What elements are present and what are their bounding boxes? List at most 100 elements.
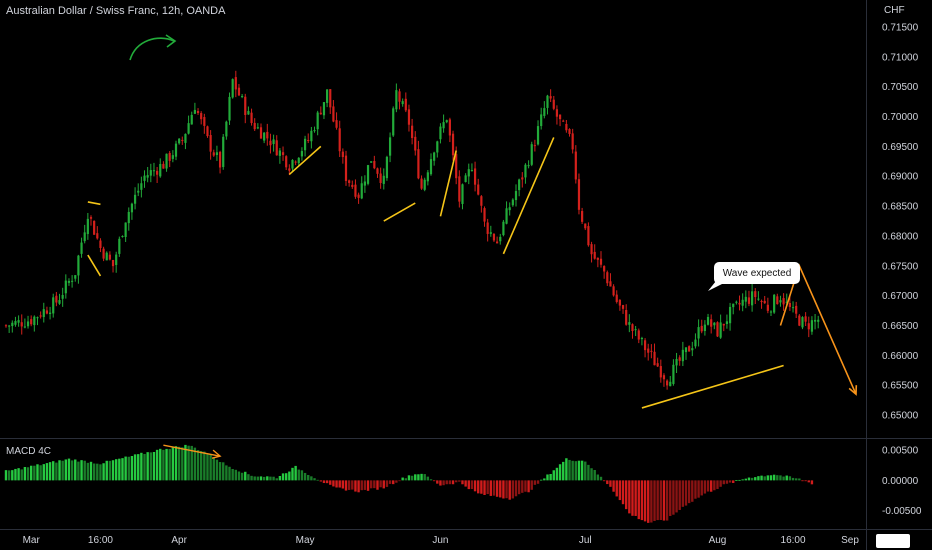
macd-bar bbox=[499, 480, 502, 498]
macd-bar bbox=[39, 465, 42, 481]
candle-body bbox=[11, 322, 14, 327]
candle-body bbox=[363, 181, 366, 186]
candle-body bbox=[732, 303, 735, 308]
candle-body bbox=[609, 281, 612, 287]
candle-body bbox=[647, 348, 650, 353]
candle-body bbox=[316, 112, 319, 130]
candle-body bbox=[634, 329, 637, 331]
macd-bar bbox=[640, 480, 644, 521]
candle-body bbox=[650, 350, 653, 352]
candle-body bbox=[143, 175, 146, 181]
candle-body bbox=[303, 138, 307, 151]
candle-body bbox=[187, 123, 190, 134]
macd-bar bbox=[429, 479, 433, 481]
macd-bar bbox=[788, 476, 792, 481]
macd-bar bbox=[593, 469, 596, 481]
candle-body bbox=[58, 300, 61, 304]
candle-body bbox=[599, 258, 603, 265]
macd-bar bbox=[618, 480, 622, 501]
macd-bar bbox=[624, 480, 628, 510]
macd-bar bbox=[779, 475, 782, 481]
macd-bar bbox=[155, 449, 159, 481]
macd-bar bbox=[555, 467, 559, 481]
macd-bar bbox=[196, 450, 200, 481]
macd-bar bbox=[766, 475, 770, 481]
candle-body bbox=[67, 280, 71, 283]
candle-body bbox=[763, 300, 766, 304]
candle-body bbox=[417, 149, 420, 179]
candle-body bbox=[392, 108, 395, 136]
candle-body bbox=[782, 298, 785, 305]
macd-bar bbox=[754, 477, 757, 481]
candle-body bbox=[256, 127, 259, 129]
macd-bar bbox=[70, 460, 74, 481]
candle-body bbox=[388, 137, 392, 156]
candle-body bbox=[590, 244, 593, 255]
macd-bar bbox=[401, 477, 404, 481]
trendline bbox=[288, 145, 322, 176]
macd-bar bbox=[502, 480, 505, 499]
candle-body bbox=[193, 109, 196, 114]
macd-bar bbox=[237, 471, 241, 481]
candle-body bbox=[455, 154, 458, 179]
candle-body bbox=[801, 317, 804, 328]
macd-bar bbox=[42, 464, 45, 481]
candle-body bbox=[420, 178, 423, 189]
candle-body bbox=[766, 304, 769, 311]
trendline bbox=[383, 202, 416, 222]
candle-body bbox=[628, 322, 631, 325]
macd-bar bbox=[376, 480, 379, 490]
macd-bar bbox=[464, 480, 467, 487]
macd-bar bbox=[291, 467, 294, 481]
macd-bar bbox=[750, 477, 754, 481]
macd-bar bbox=[234, 469, 238, 481]
macd-bar bbox=[99, 464, 102, 481]
macd-bar bbox=[785, 475, 788, 481]
macd-bar bbox=[530, 480, 533, 490]
candle-body bbox=[366, 165, 370, 184]
macd-bar bbox=[442, 480, 445, 486]
macd-bar bbox=[558, 464, 562, 481]
candle-body bbox=[206, 126, 209, 137]
candle-body bbox=[773, 294, 776, 313]
macd-bar bbox=[275, 478, 278, 481]
currency-label: CHF bbox=[884, 5, 905, 16]
macd-bar bbox=[385, 480, 389, 487]
candle-body bbox=[672, 364, 675, 384]
macd-bar bbox=[262, 476, 266, 481]
candle-body bbox=[549, 96, 552, 99]
candle-body bbox=[360, 183, 363, 199]
macd-bar bbox=[269, 476, 272, 481]
macd-bar bbox=[187, 445, 190, 481]
candle-body bbox=[527, 165, 530, 167]
candle-body bbox=[423, 179, 426, 190]
candle-body bbox=[703, 324, 706, 332]
macd-bar bbox=[565, 458, 568, 481]
macd-bar bbox=[363, 480, 367, 490]
price-tick-label: 0.69500 bbox=[882, 142, 919, 153]
macd-bar bbox=[133, 454, 137, 481]
macd-bar bbox=[310, 476, 313, 481]
macd-bar bbox=[162, 449, 165, 481]
candle-body bbox=[250, 112, 253, 124]
macd-bar bbox=[713, 480, 716, 491]
candle-body bbox=[461, 184, 464, 204]
candle-body bbox=[776, 296, 779, 305]
macd-bar bbox=[675, 480, 678, 513]
macd-bar bbox=[757, 476, 760, 481]
candle-body bbox=[710, 319, 713, 327]
candle-body bbox=[467, 169, 470, 177]
candle-body bbox=[20, 322, 23, 327]
macd-bar bbox=[382, 480, 385, 489]
macd-bar bbox=[549, 474, 552, 481]
macd-bar bbox=[798, 478, 801, 481]
candle-body bbox=[244, 96, 247, 116]
candle-body bbox=[64, 280, 67, 294]
macd-bar bbox=[360, 480, 363, 491]
macd-bar bbox=[369, 480, 373, 489]
candle-body bbox=[795, 305, 798, 314]
candle-body bbox=[357, 194, 360, 198]
candle-body bbox=[272, 139, 275, 144]
candle-body bbox=[473, 168, 477, 185]
candle-body bbox=[379, 173, 382, 183]
